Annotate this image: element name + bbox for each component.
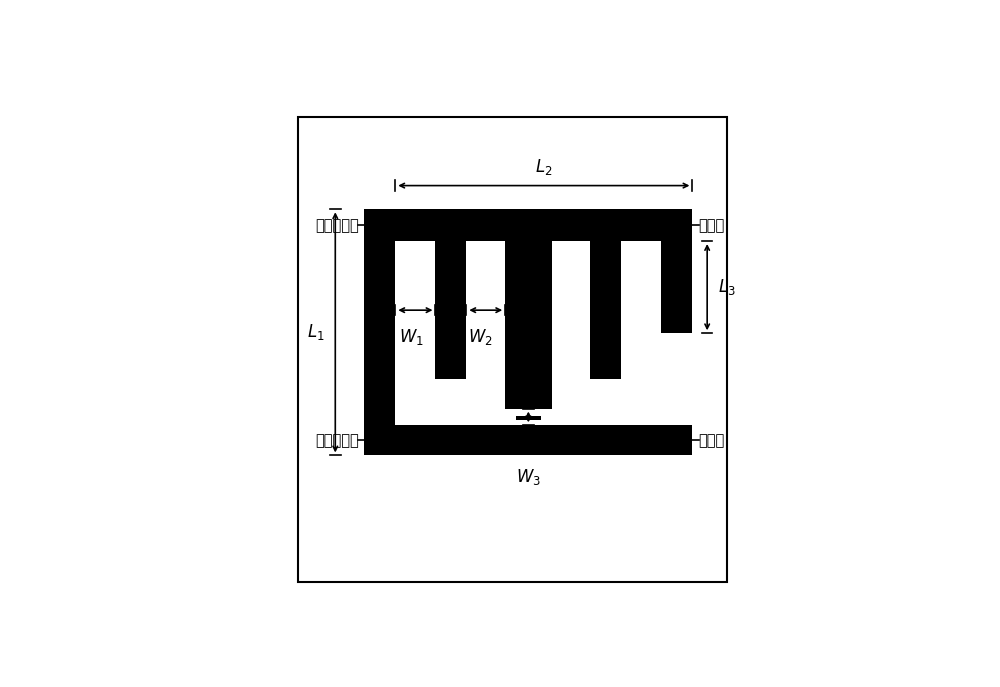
Bar [661,241,692,333]
Text: $L_2$: $L_2$ [535,157,553,177]
Bar [590,241,621,379]
Bar [505,241,552,409]
Text: 反相输入端: 反相输入端 [315,433,359,448]
Bar [364,210,692,241]
Text: $W_2$: $W_2$ [468,326,493,347]
Bar [364,425,692,455]
Text: $L_1$: $L_1$ [307,322,325,342]
Bar [298,117,727,583]
Text: 输出端: 输出端 [699,433,725,448]
Bar [435,241,466,379]
Text: 同相输入端: 同相输入端 [315,218,359,233]
Text: $W_3$: $W_3$ [516,466,541,486]
Bar [364,241,395,425]
Bar [516,416,541,420]
Text: 输出端: 输出端 [699,218,725,233]
Text: $L_3$: $L_3$ [718,277,736,297]
Text: $W_1$: $W_1$ [399,326,424,347]
